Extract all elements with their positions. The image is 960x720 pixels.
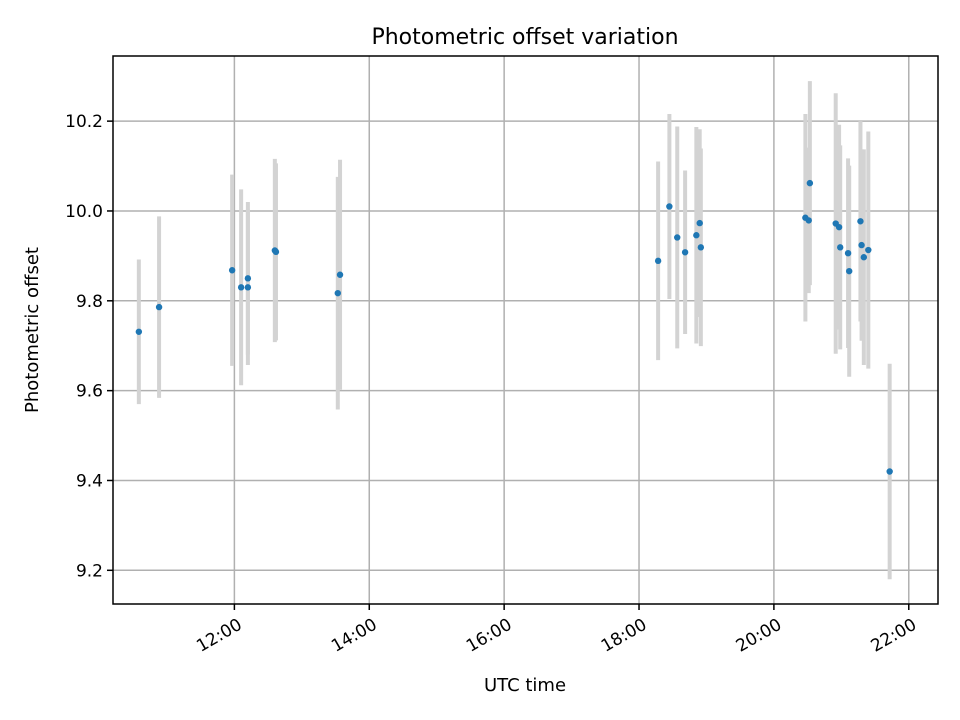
y-axis-label: Photometric offset xyxy=(22,247,43,413)
data-point xyxy=(237,284,245,291)
y-tick-label: 10.0 xyxy=(65,202,103,222)
data-point xyxy=(681,249,689,256)
y-tick-label: 9.8 xyxy=(76,292,103,312)
data-point xyxy=(244,275,252,282)
data-point xyxy=(334,289,341,297)
data-point xyxy=(860,254,868,261)
plot-frame xyxy=(112,55,939,605)
gridlines xyxy=(113,56,938,604)
data-point xyxy=(155,303,163,311)
data-point xyxy=(857,218,864,225)
data-point xyxy=(806,179,814,187)
data-points xyxy=(135,179,893,475)
data-point xyxy=(272,248,280,256)
data-point xyxy=(654,257,662,265)
y-axis-ticks: 9.2 9.4 9.6 9.8 10.0 10.2 xyxy=(65,112,113,581)
y-tick-label: 9.4 xyxy=(76,471,103,491)
data-point xyxy=(697,244,705,251)
y-tick-label: 9.6 xyxy=(76,382,103,402)
data-point xyxy=(135,328,143,335)
data-point xyxy=(844,249,852,257)
data-point xyxy=(837,244,844,251)
data-point xyxy=(805,217,812,224)
data-point xyxy=(865,246,872,254)
data-point xyxy=(696,219,703,227)
x-axis-label: UTC time xyxy=(484,675,566,696)
data-point xyxy=(886,468,893,475)
data-point xyxy=(858,241,865,249)
data-point xyxy=(228,267,236,274)
data-point xyxy=(666,203,673,210)
data-point xyxy=(846,267,853,275)
y-tick-label: 9.2 xyxy=(76,561,103,581)
x-axis-ticks: 12:00 14:00 16:00 18:00 20:00 22:00 xyxy=(193,604,920,657)
data-point xyxy=(693,232,700,239)
y-tick-label: 10.2 xyxy=(65,112,103,132)
data-point xyxy=(244,284,252,291)
data-point xyxy=(336,271,344,278)
chart-title: Photometric offset variation xyxy=(371,25,678,50)
data-point xyxy=(835,223,843,231)
data-point xyxy=(674,234,681,241)
